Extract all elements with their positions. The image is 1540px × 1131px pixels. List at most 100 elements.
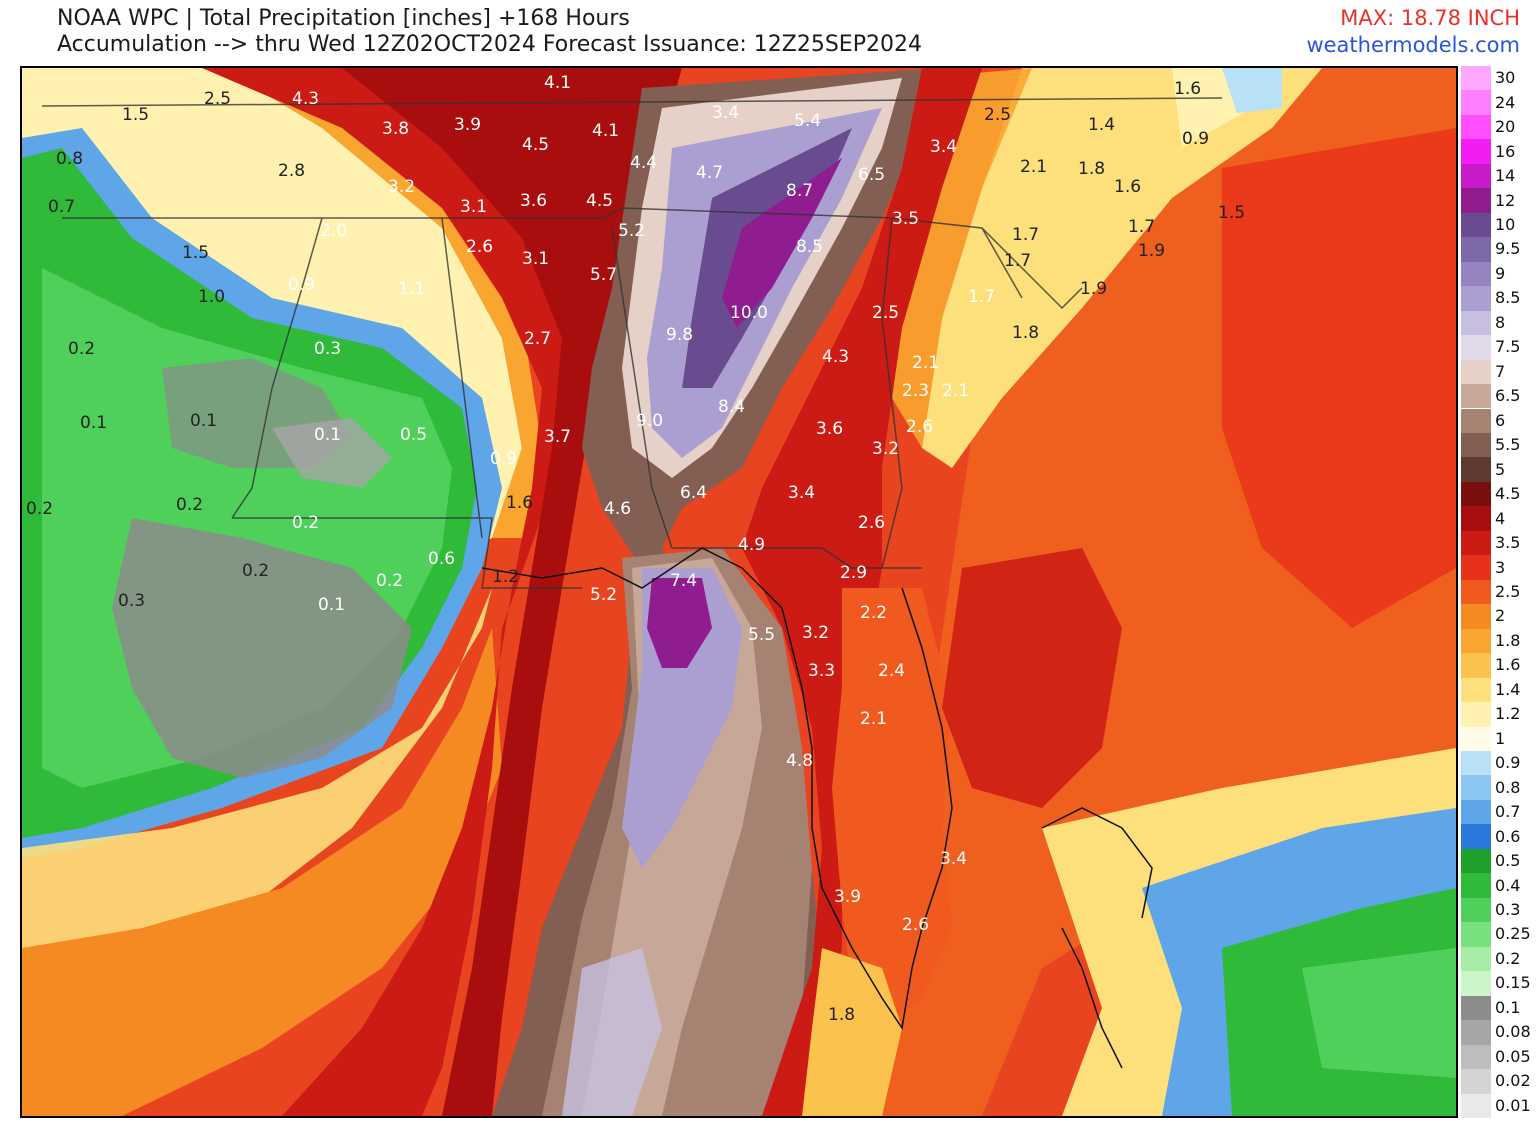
map-value-label: 4.3: [292, 89, 319, 109]
legend-item: 3: [1461, 555, 1540, 580]
map-value-label: 0.3: [118, 591, 145, 611]
map-value-label: 3.6: [816, 419, 843, 439]
legend-swatch: [1461, 432, 1491, 458]
legend-item: 0.7: [1461, 799, 1540, 825]
value-labels: 2.5 4.3 4.1 1.5 3.8 3.9 4.5 4.1 3.4 5.4 2.5 1.4 0.9 1…: [26, 73, 1245, 1025]
legend-swatch: [1461, 775, 1491, 800]
legend-item: 7.5: [1461, 335, 1540, 360]
map-value-label: 4.8: [786, 751, 813, 771]
legend-item: 0.2: [1461, 946, 1540, 972]
site-label: weathermodels.com: [1306, 33, 1520, 57]
legend-swatch: [1461, 1069, 1491, 1094]
map-value-label: 2.8: [278, 161, 305, 181]
map-value-label: 2.2: [860, 603, 887, 623]
map-value-label: 8.7: [786, 181, 813, 201]
legend-item: 6: [1461, 408, 1540, 433]
map-value-label: 0.2: [292, 513, 319, 533]
legend-swatch: [1461, 726, 1491, 751]
legend-label: 1.8: [1495, 630, 1521, 650]
border-4: [232, 517, 582, 589]
map-value-label: 0.2: [68, 339, 95, 359]
legend-label: 0.9: [1495, 753, 1521, 773]
legend-swatch: [1461, 799, 1491, 825]
legend-item: 24: [1461, 90, 1540, 115]
legend-label: 4: [1495, 508, 1506, 528]
map-value-label: 1.6: [1174, 79, 1201, 99]
legend-label: 5.5: [1495, 435, 1521, 455]
legend-swatch: [1461, 946, 1491, 972]
legend-item: 20: [1461, 114, 1540, 140]
state-borders: [41, 97, 1223, 589]
legend-swatch: [1461, 971, 1491, 996]
legend-label: 9: [1495, 263, 1506, 283]
legend-item: 0.05: [1461, 1044, 1540, 1070]
map-value-label: 3.2: [388, 177, 415, 197]
map-value-label: 9.8: [666, 325, 693, 345]
map-value-label: 3.7: [544, 427, 571, 447]
legend-swatch: [1461, 212, 1491, 238]
atlantic-red-patch-2: [1222, 128, 1456, 628]
map-value-label: 1.6: [506, 493, 533, 513]
legend-item: 7: [1461, 359, 1540, 385]
map-value-label: 3.1: [522, 249, 549, 269]
legend-label: 12: [1495, 190, 1516, 210]
map-value-label: 1.5: [1218, 203, 1245, 223]
legend-item: 2.5: [1461, 579, 1540, 605]
color-legend: 30 24 20 16 14 12 10 9.5 9 8.5 8 7.5 7 6.5 6 5.5 5 4.5 4 3.…: [1461, 66, 1540, 1118]
caribbean-light-green-zone: [1302, 948, 1456, 1078]
legend-label: 1: [1495, 728, 1506, 748]
legend-item: 8: [1461, 310, 1540, 336]
legend-item: 1.8: [1461, 628, 1540, 654]
legend-item: 5: [1461, 457, 1540, 482]
map-value-label: 1.4: [1088, 115, 1115, 135]
legend-item: 0.02: [1461, 1069, 1540, 1094]
map-value-label: 3.9: [454, 115, 481, 135]
legend-item: 2: [1461, 604, 1540, 629]
map-value-label: 0.8: [56, 149, 83, 169]
legend-swatch: [1461, 506, 1491, 531]
map-value-label: 3.4: [788, 483, 815, 503]
map-value-label: 2.3: [902, 381, 929, 401]
map-value-label: 2.1: [1020, 157, 1047, 177]
legend-swatch: [1461, 555, 1491, 580]
map-value-label: 10.0: [730, 303, 768, 323]
map-value-label: 3.4: [712, 103, 739, 123]
coastlines: [481, 547, 1153, 1069]
map-value-label: 6.5: [858, 165, 885, 185]
legend-swatch: [1461, 653, 1491, 678]
border-7: [672, 547, 922, 569]
legend-label: 20: [1495, 117, 1516, 137]
legend-item: 4.5: [1461, 481, 1540, 507]
legend-item: 0.9: [1461, 751, 1540, 776]
legend-item: 0.25: [1461, 922, 1540, 947]
map-value-label: 1.8: [1078, 159, 1105, 179]
legend-label: 1.2: [1495, 704, 1521, 724]
legend-item: 12: [1461, 188, 1540, 213]
legend-swatch: [1461, 1044, 1491, 1070]
map-value-label: 2.6: [858, 513, 885, 533]
map-value-label: 5.4: [794, 111, 821, 131]
legend-label: 10: [1495, 215, 1516, 234]
map-value-label: 3.3: [808, 661, 835, 681]
map-value-label: 0.7: [48, 197, 75, 217]
legend-swatch: [1461, 1020, 1491, 1045]
legend-label: 0.2: [1495, 948, 1521, 968]
map-value-label: 1.7: [1128, 217, 1155, 237]
legend-swatch: [1461, 751, 1491, 776]
legend-label: 9.5: [1495, 239, 1521, 259]
legend-label: 4.5: [1495, 484, 1521, 504]
legend-label: 0.8: [1495, 777, 1521, 797]
map-value-label: 0.2: [176, 495, 203, 515]
legend-item: 0.08: [1461, 1020, 1540, 1045]
legend-swatch: [1461, 286, 1491, 311]
precipitation-map: 2.5 4.3 4.1 1.5 3.8 3.9 4.5 4.1 3.4 5.4 2.5 1.4 0.9 1…: [20, 66, 1458, 1118]
map-value-label: 1.7: [968, 287, 995, 307]
outer-banks-blue: [1222, 68, 1282, 113]
legend-swatch: [1461, 481, 1491, 507]
legend-swatch: [1461, 457, 1491, 482]
map-value-label: 0.6: [428, 549, 455, 569]
map-value-label: 2.0: [320, 221, 347, 241]
atlantic-red-patch: [942, 548, 1122, 808]
legend-item: 5.5: [1461, 432, 1540, 458]
legend-swatch: [1461, 90, 1491, 115]
